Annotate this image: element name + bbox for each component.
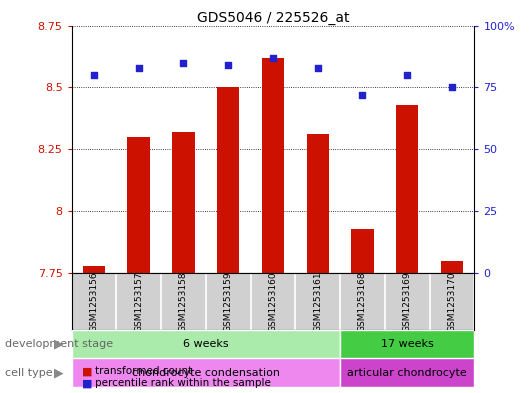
Text: GSM1253170: GSM1253170 <box>447 271 456 332</box>
Text: percentile rank within the sample: percentile rank within the sample <box>95 378 271 388</box>
Text: cell type: cell type <box>5 367 53 378</box>
Point <box>403 72 411 78</box>
Bar <box>128 137 150 273</box>
Bar <box>396 105 418 273</box>
Bar <box>83 266 105 273</box>
Point <box>179 59 188 66</box>
Text: ■: ■ <box>82 378 93 388</box>
Text: ▶: ▶ <box>54 338 64 351</box>
Text: GSM1253168: GSM1253168 <box>358 271 367 332</box>
Bar <box>340 358 474 387</box>
Point <box>135 64 143 71</box>
Bar <box>262 58 284 273</box>
Text: 17 weeks: 17 weeks <box>381 339 434 349</box>
Bar <box>340 330 474 358</box>
Text: chondrocyte condensation: chondrocyte condensation <box>132 367 280 378</box>
Bar <box>306 134 329 273</box>
Bar <box>217 87 240 273</box>
Text: ▶: ▶ <box>54 366 64 379</box>
Text: GSM1253160: GSM1253160 <box>269 271 277 332</box>
Text: GSM1253169: GSM1253169 <box>403 271 412 332</box>
Text: 6 weeks: 6 weeks <box>183 339 228 349</box>
Bar <box>351 229 374 273</box>
Bar <box>172 132 195 273</box>
Point <box>313 64 322 71</box>
Text: transformed count: transformed count <box>95 366 192 376</box>
Text: articular chondrocyte: articular chondrocyte <box>347 367 467 378</box>
Text: GSM1253158: GSM1253158 <box>179 271 188 332</box>
Point <box>448 84 456 90</box>
Text: ■: ■ <box>82 366 93 376</box>
Bar <box>441 261 463 273</box>
Point <box>358 92 367 98</box>
Text: GSM1253157: GSM1253157 <box>134 271 143 332</box>
Text: development stage: development stage <box>5 339 113 349</box>
Bar <box>72 330 340 358</box>
Point <box>224 62 233 68</box>
Point <box>90 72 98 78</box>
Text: GSM1253159: GSM1253159 <box>224 271 233 332</box>
Point <box>269 55 277 61</box>
Bar <box>72 358 340 387</box>
Text: GSM1253156: GSM1253156 <box>90 271 99 332</box>
Text: GSM1253161: GSM1253161 <box>313 271 322 332</box>
Title: GDS5046 / 225526_at: GDS5046 / 225526_at <box>197 11 349 24</box>
